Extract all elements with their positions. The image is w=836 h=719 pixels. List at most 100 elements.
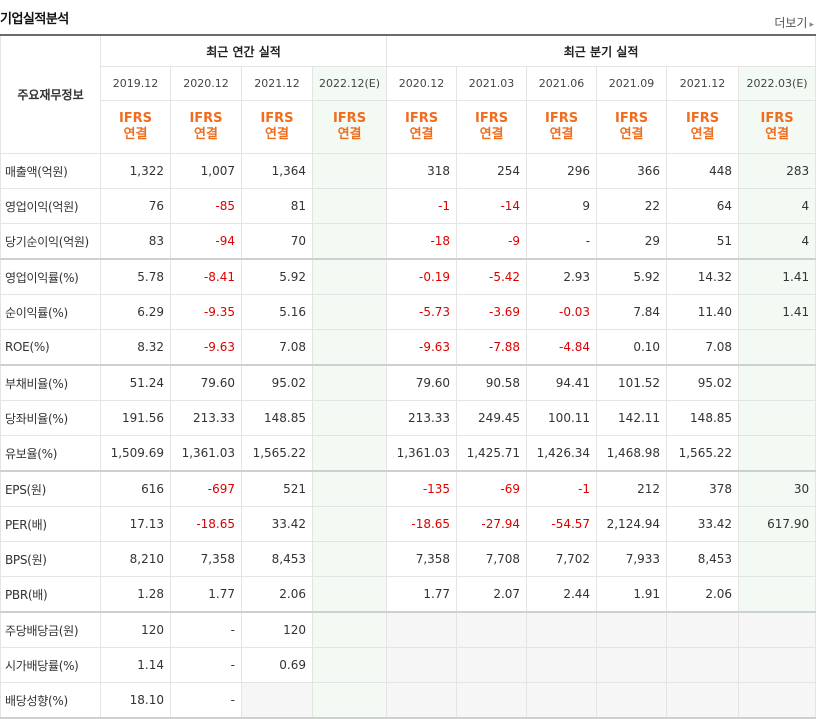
table-cell: -18.65 [170, 506, 242, 542]
table-cell: - [170, 611, 242, 648]
table-cell: 29 [596, 223, 668, 260]
table-cell [311, 400, 388, 436]
table-cell: 7,933 [596, 541, 668, 577]
table-cell [738, 647, 817, 683]
table-cell [456, 682, 528, 719]
table-row: 배당성향(%) 18.10- [0, 682, 817, 719]
ifrs-label: IFRS [405, 111, 439, 126]
table-row: 주당배당금(원) 120-120 [0, 611, 817, 648]
row-label: BPS(원) [0, 541, 101, 577]
table-cell: 79.60 [386, 364, 458, 401]
row-label: 시가배당률(%) [0, 647, 101, 683]
table-cell: -1 [386, 188, 458, 224]
table-cell: 212 [596, 470, 668, 507]
consolidated-label: 연결 [123, 127, 148, 142]
table-cell: 5.92 [596, 258, 668, 295]
column-header-period: 2021.12 [241, 66, 313, 101]
table-cell: 11.40 [666, 294, 740, 330]
column-header-period: 2021.06 [526, 66, 598, 101]
table-cell [738, 400, 817, 436]
table-cell: -4.84 [526, 329, 598, 366]
ifrs-label: IFRS [260, 111, 294, 126]
table-cell: 213.33 [386, 400, 458, 436]
table-cell: -9.63 [170, 329, 242, 366]
table-cell [311, 506, 388, 542]
table-row: 영업이익률(%) 5.78 -8.41 5.92 -0.19 -5.42 2.93 5.92 1… [0, 258, 817, 295]
consolidated-label: 연결 [690, 127, 715, 142]
table-cell: 79.60 [170, 364, 242, 401]
table-cell: 0.69 [241, 647, 313, 683]
table-cell: -27.94 [456, 506, 528, 542]
column-header-period: 2021.12 [666, 66, 740, 101]
table-cell [311, 364, 388, 401]
column-header-period: 2022.12(E) [311, 66, 388, 101]
ifrs-consolidated-label: IFRS 연결 [738, 100, 817, 154]
table-cell [311, 611, 388, 648]
ifrs-consolidated-label: IFRS 연결 [170, 100, 242, 154]
table-cell: 296 [526, 153, 598, 189]
row-label: 유보율(%) [0, 435, 101, 472]
table-cell: -9.63 [386, 329, 458, 366]
table-cell: 1,361.03 [386, 435, 458, 472]
table-cell: 1.91 [596, 576, 668, 613]
table-cell: -0.19 [386, 258, 458, 295]
table-cell [666, 647, 740, 683]
table-row: 순이익률(%) 6.29 -9.35 5.16 -5.73 -3.69 -0.03 7.84 1… [0, 294, 817, 330]
ifrs-consolidated-label: IFRS 연결 [386, 100, 458, 154]
table-cell: 191.56 [100, 400, 171, 436]
table-cell: -5.73 [386, 294, 458, 330]
table-cell [311, 258, 388, 295]
table-cell: 1.14 [100, 647, 171, 683]
table-cell: 1,426.34 [526, 435, 598, 472]
table-cell: 33.42 [666, 506, 740, 542]
table-cell: 1,425.71 [456, 435, 528, 472]
column-header-period: 2021.09 [596, 66, 668, 101]
table-cell: 22 [596, 188, 668, 224]
table-cell: 94.41 [526, 364, 598, 401]
row-label: 당좌비율(%) [0, 400, 101, 436]
more-link[interactable]: 더보기 ▸ [774, 14, 814, 31]
table-cell: 1.77 [170, 576, 242, 613]
table-cell: 249.45 [456, 400, 528, 436]
table-cell: -9 [456, 223, 528, 260]
table-cell: 213.33 [170, 400, 242, 436]
table-cell: 521 [241, 470, 313, 507]
table-cell: 617.90 [738, 506, 817, 542]
table-cell: 6.29 [100, 294, 171, 330]
table-cell: -697 [170, 470, 242, 507]
table-row: 부채비율(%) 51.24 79.60 95.02 79.60 90.58 94.41 101… [0, 364, 817, 401]
ifrs-consolidated-label: IFRS 연결 [100, 100, 171, 154]
table-cell: 64 [666, 188, 740, 224]
table-cell: 8,210 [100, 541, 171, 577]
table-cell [311, 153, 388, 189]
row-label: 매출액(억원) [0, 153, 101, 189]
table-row: BPS(원) 8,210 7,358 8,453 7,358 7,708 7,702 7,93… [0, 541, 817, 577]
table-cell: 83 [100, 223, 171, 260]
table-row: ROE(%) 8.32 -9.63 7.08 -9.63 -7.88 -4.84 0.10 7.… [0, 329, 817, 366]
table-cell: 7.84 [596, 294, 668, 330]
table-cell: - [526, 223, 598, 260]
table-cell [526, 611, 598, 648]
table-cell [738, 435, 817, 472]
table-cell: 7,708 [456, 541, 528, 577]
table-cell: 51.24 [100, 364, 171, 401]
table-cell [311, 541, 388, 577]
table-cell [596, 611, 668, 648]
table-cell: 8,453 [241, 541, 313, 577]
table-cell [456, 611, 528, 648]
table-row: 매출액(억원) 1,322 1,007 1,364 318 254 296 366 448 283 [0, 153, 817, 189]
row-label: 영업이익(억원) [0, 188, 101, 224]
table-cell [311, 294, 388, 330]
table-cell: 1.77 [386, 576, 458, 613]
row-label: PER(배) [0, 506, 101, 542]
table-cell: 18.10 [100, 682, 171, 719]
ifrs-label: IFRS [189, 111, 223, 126]
table-cell: 8.32 [100, 329, 171, 366]
table-cell: 1,322 [100, 153, 171, 189]
table-cell [386, 682, 458, 719]
table-cell: 90.58 [456, 364, 528, 401]
table-cell: 616 [100, 470, 171, 507]
table-cell: 76 [100, 188, 171, 224]
ifrs-label: IFRS [760, 111, 794, 126]
consolidated-label: 연결 [265, 127, 289, 142]
